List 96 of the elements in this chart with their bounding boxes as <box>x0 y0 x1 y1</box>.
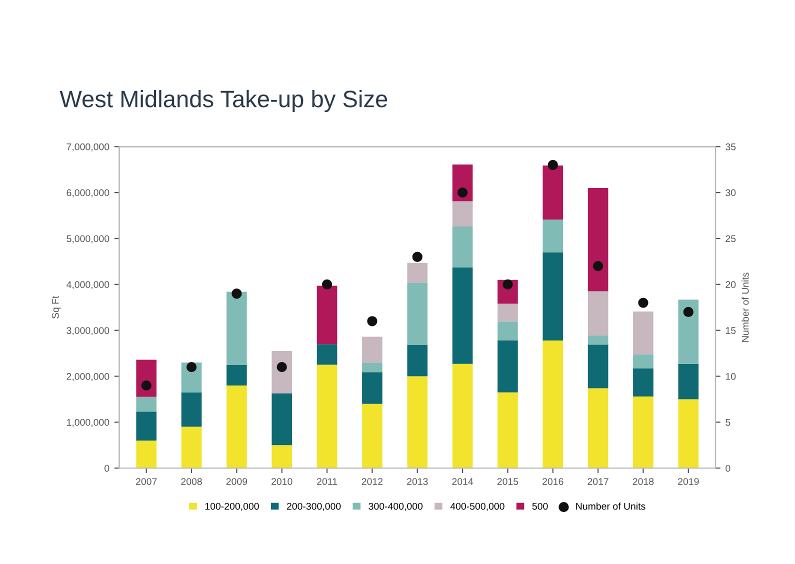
legend-label: 300-400,000 <box>368 502 423 511</box>
bar <box>588 335 608 345</box>
x-tick-label: 2019 <box>678 478 699 485</box>
chart-title: West Midlands Take-up by Size <box>60 90 388 112</box>
bar <box>136 440 157 468</box>
bar <box>407 283 428 346</box>
bar <box>633 312 654 354</box>
bar <box>136 412 157 441</box>
bar <box>542 340 564 468</box>
bar <box>226 292 247 365</box>
bar <box>272 393 292 446</box>
bar <box>498 340 518 392</box>
y-tick-label: 5,000,000 <box>66 235 110 244</box>
bar <box>588 188 608 292</box>
point <box>548 160 558 170</box>
bar <box>452 267 473 364</box>
y2-tick-label: 5 <box>726 419 730 426</box>
bar <box>452 226 473 268</box>
bar <box>542 165 564 220</box>
x-tick-label: 2012 <box>362 478 383 485</box>
point <box>638 298 648 308</box>
y2-tick-label: 0 <box>726 464 730 472</box>
x-tick-label: 2011 <box>317 478 338 485</box>
legend-label: Number of Units <box>576 502 646 510</box>
bar <box>362 336 382 363</box>
legend-label: 200-300,000 <box>286 502 341 511</box>
y-axis-title: Sq Ft <box>52 296 61 319</box>
y-tick-label: 4,000,000 <box>66 281 110 290</box>
bar <box>452 364 473 468</box>
bar <box>407 376 428 468</box>
bar <box>542 252 564 340</box>
bar <box>452 201 473 227</box>
point <box>412 252 422 262</box>
bar <box>272 351 292 394</box>
point <box>186 362 197 372</box>
bar <box>181 392 202 427</box>
bar <box>588 291 608 336</box>
y2-tick-label: 25 <box>726 235 736 242</box>
point <box>683 306 694 318</box>
point <box>502 279 513 290</box>
x-tick-label: 2009 <box>226 478 248 485</box>
bar <box>588 344 608 388</box>
legend-label: 400-500,000 <box>450 502 504 511</box>
y2-tick-label: 10 <box>726 373 736 380</box>
bar <box>316 286 338 344</box>
bar <box>633 396 654 468</box>
point <box>232 288 242 299</box>
x-tick-label: 2016 <box>542 478 564 485</box>
y2-tick-label: 30 <box>726 189 736 196</box>
point <box>592 260 604 272</box>
y-tick-label: 0 <box>104 464 110 472</box>
point <box>322 279 332 290</box>
x-tick-label: 2015 <box>497 478 518 485</box>
x-tick-label: 2017 <box>588 478 608 485</box>
bar <box>362 362 382 372</box>
bar <box>316 364 338 468</box>
legend-label: 100-200,000 <box>205 502 259 511</box>
bar <box>498 304 518 322</box>
x-tick-label: 2014 <box>452 478 474 485</box>
bar <box>588 388 608 468</box>
legend-label: 500 <box>532 502 548 510</box>
x-tick-label: 2018 <box>632 478 654 485</box>
bar <box>407 262 428 284</box>
bar <box>633 354 654 368</box>
y-tick-label: 1,000,000 <box>67 418 110 427</box>
point <box>457 187 468 198</box>
bar <box>181 426 202 468</box>
bar <box>362 372 382 404</box>
y-tick-label: 3,000,000 <box>66 327 110 336</box>
bar <box>678 300 699 364</box>
y-tick-label: 7,000,000 <box>66 143 110 152</box>
bar <box>272 445 292 468</box>
bar <box>362 404 382 468</box>
y2-tick-label: 20 <box>726 281 736 288</box>
y-tick-label: 2,000,000 <box>66 373 110 382</box>
point <box>367 316 378 326</box>
point <box>141 380 152 391</box>
y2-tick-label: 15 <box>726 327 736 334</box>
bar <box>498 392 518 468</box>
bar <box>678 364 699 400</box>
y2-tick-label: 35 <box>726 143 736 150</box>
bar <box>226 385 247 468</box>
bar <box>542 220 564 252</box>
y-tick-label: 6,000,000 <box>66 189 110 198</box>
x-tick-label: 2013 <box>407 478 428 485</box>
x-tick-label: 2010 <box>272 478 292 485</box>
bar <box>136 396 157 412</box>
y2-axis-title: Number of Units <box>742 272 749 342</box>
bar <box>678 399 699 468</box>
x-tick-label: 2007 <box>136 478 157 485</box>
bar <box>498 322 518 340</box>
bar <box>316 344 338 365</box>
bar <box>226 364 247 386</box>
bar <box>633 368 654 396</box>
bar <box>407 345 428 376</box>
x-tick-label: 2008 <box>181 478 202 485</box>
